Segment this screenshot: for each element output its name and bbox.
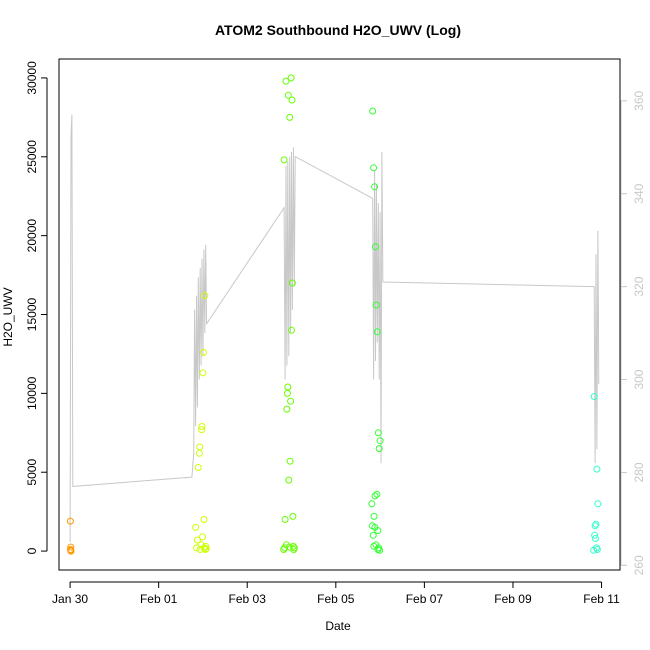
data-point-s3-5: [373, 328, 381, 336]
data-point-s2-3: [283, 405, 291, 413]
data-point-s2-21: [280, 546, 288, 553]
data-points-layer: [66, 74, 602, 555]
reference-line: [69, 114, 600, 543]
x-axis: Jan 30 Feb 01 Feb 03 Feb 05 Feb 07 Feb 09 Feb …: [52, 581, 620, 606]
data-point-s3-17: [370, 512, 378, 520]
data-point-s2-1: [281, 516, 289, 523]
data-point-s3-20: [371, 523, 379, 531]
x-tick-label-6: Feb 11: [583, 592, 620, 606]
x-tick-label-5: Feb 09: [494, 592, 532, 606]
data-point-s3-4: [372, 301, 380, 309]
y-tick-label-6: 30000: [25, 61, 39, 95]
data-point-s1-4: [195, 449, 203, 457]
data-point-s1-5: [196, 443, 204, 451]
plot-area-frame: [58, 58, 621, 571]
chart-title: ATOM2 Southbound H2O_UWV (Log): [215, 22, 461, 38]
data-point-s3-10: [369, 531, 377, 539]
data-point-s2-6: [284, 91, 292, 99]
y-tick-label-4: 20000: [25, 219, 39, 253]
data-point-s2-10: [287, 397, 295, 405]
data-point-s1-16: [201, 546, 209, 553]
y-tick-label-0: 0: [25, 547, 39, 554]
data-point-s3-12: [373, 490, 381, 498]
data-point-s3-9: [368, 500, 376, 508]
data-point-s1-9: [198, 423, 206, 430]
y-axis-right: 260 280 300 320 340 360: [620, 90, 646, 575]
data-point-s1-0: [192, 523, 200, 531]
x-tick-label-4: Feb 07: [406, 592, 444, 606]
data-point-s3-3: [372, 243, 379, 251]
y-tick-label-2: 10000: [25, 376, 39, 410]
y-right-tick-label-5: 360: [632, 90, 646, 110]
data-point-s1-3: [194, 464, 202, 471]
data-point-s4-5: [591, 531, 599, 539]
y-tick-label-1: 5000: [25, 459, 39, 486]
y-axis-left: 0 5000 10000 15000 20000 25000 30000: [25, 61, 48, 554]
data-point-s2-15: [289, 512, 297, 520]
data-point-s2-4: [283, 389, 291, 397]
data-point-s1-10: [199, 533, 206, 541]
data-point-s1-2: [193, 536, 201, 544]
y-right-tick-label-1: 280: [632, 462, 646, 482]
data-point-s2-11: [287, 74, 295, 82]
data-point-s4-9: [590, 546, 598, 554]
data-point-s3-8: [376, 437, 384, 445]
data-point-s2-12: [288, 326, 295, 334]
data-point-s1-18: [202, 545, 210, 553]
data-point-s3-18: [372, 541, 380, 549]
data-point-s3-2: [371, 183, 379, 191]
data-point-s0-0: [66, 517, 74, 525]
y-right-tick-label-0: 260: [632, 555, 646, 575]
data-point-s2-9: [286, 457, 294, 465]
x-tick-label-3: Feb 05: [317, 592, 355, 606]
x-tick-label-0: Jan 30: [52, 592, 88, 606]
data-point-s1-15: [201, 292, 209, 300]
data-point-s4-6: [592, 535, 599, 542]
data-point-s2-22: [290, 544, 298, 552]
data-point-s1-13: [200, 516, 208, 523]
x-axis-label: Date: [325, 619, 351, 633]
data-point-s2-7: [285, 476, 293, 484]
y-tick-label-3: 15000: [25, 297, 39, 331]
y-right-tick-label-4: 340: [632, 183, 646, 203]
data-point-s4-4: [592, 520, 600, 528]
data-point-s2-5: [284, 383, 292, 391]
data-point-s2-0: [280, 156, 288, 164]
data-point-s2-14: [288, 279, 296, 287]
data-point-s4-2: [594, 500, 602, 508]
data-point-s1-11: [199, 369, 207, 377]
data-point-s0-3: [67, 543, 75, 551]
data-point-s3-7: [375, 445, 383, 453]
data-point-s4-1: [593, 465, 601, 473]
data-point-s3-11: [371, 492, 379, 500]
data-point-s3-21: [370, 542, 378, 550]
x-tick-label-2: Feb 03: [229, 592, 267, 606]
data-point-s2-13: [288, 96, 296, 104]
data-point-s3-6: [374, 429, 382, 437]
data-point-s2-8: [286, 113, 294, 121]
reference-line-layer: [69, 114, 600, 543]
data-point-s2-2: [282, 77, 290, 85]
y-tick-label-5: 25000: [25, 140, 39, 174]
y-right-tick-label-2: 300: [632, 369, 646, 389]
data-point-s0-4: [67, 547, 75, 555]
data-point-s4-3: [591, 522, 599, 530]
data-point-s3-1: [370, 164, 378, 172]
data-point-s3-0: [369, 107, 377, 115]
y-axis-label: H2O_UWV: [1, 287, 15, 346]
data-point-s1-12: [199, 348, 207, 356]
data-point-s1-8: [198, 426, 206, 434]
data-point-s4-8: [593, 546, 601, 553]
x-tick-label-1: Feb 01: [140, 592, 178, 606]
y-right-tick-label-3: 320: [632, 276, 646, 296]
data-point-s4-0: [590, 393, 598, 400]
